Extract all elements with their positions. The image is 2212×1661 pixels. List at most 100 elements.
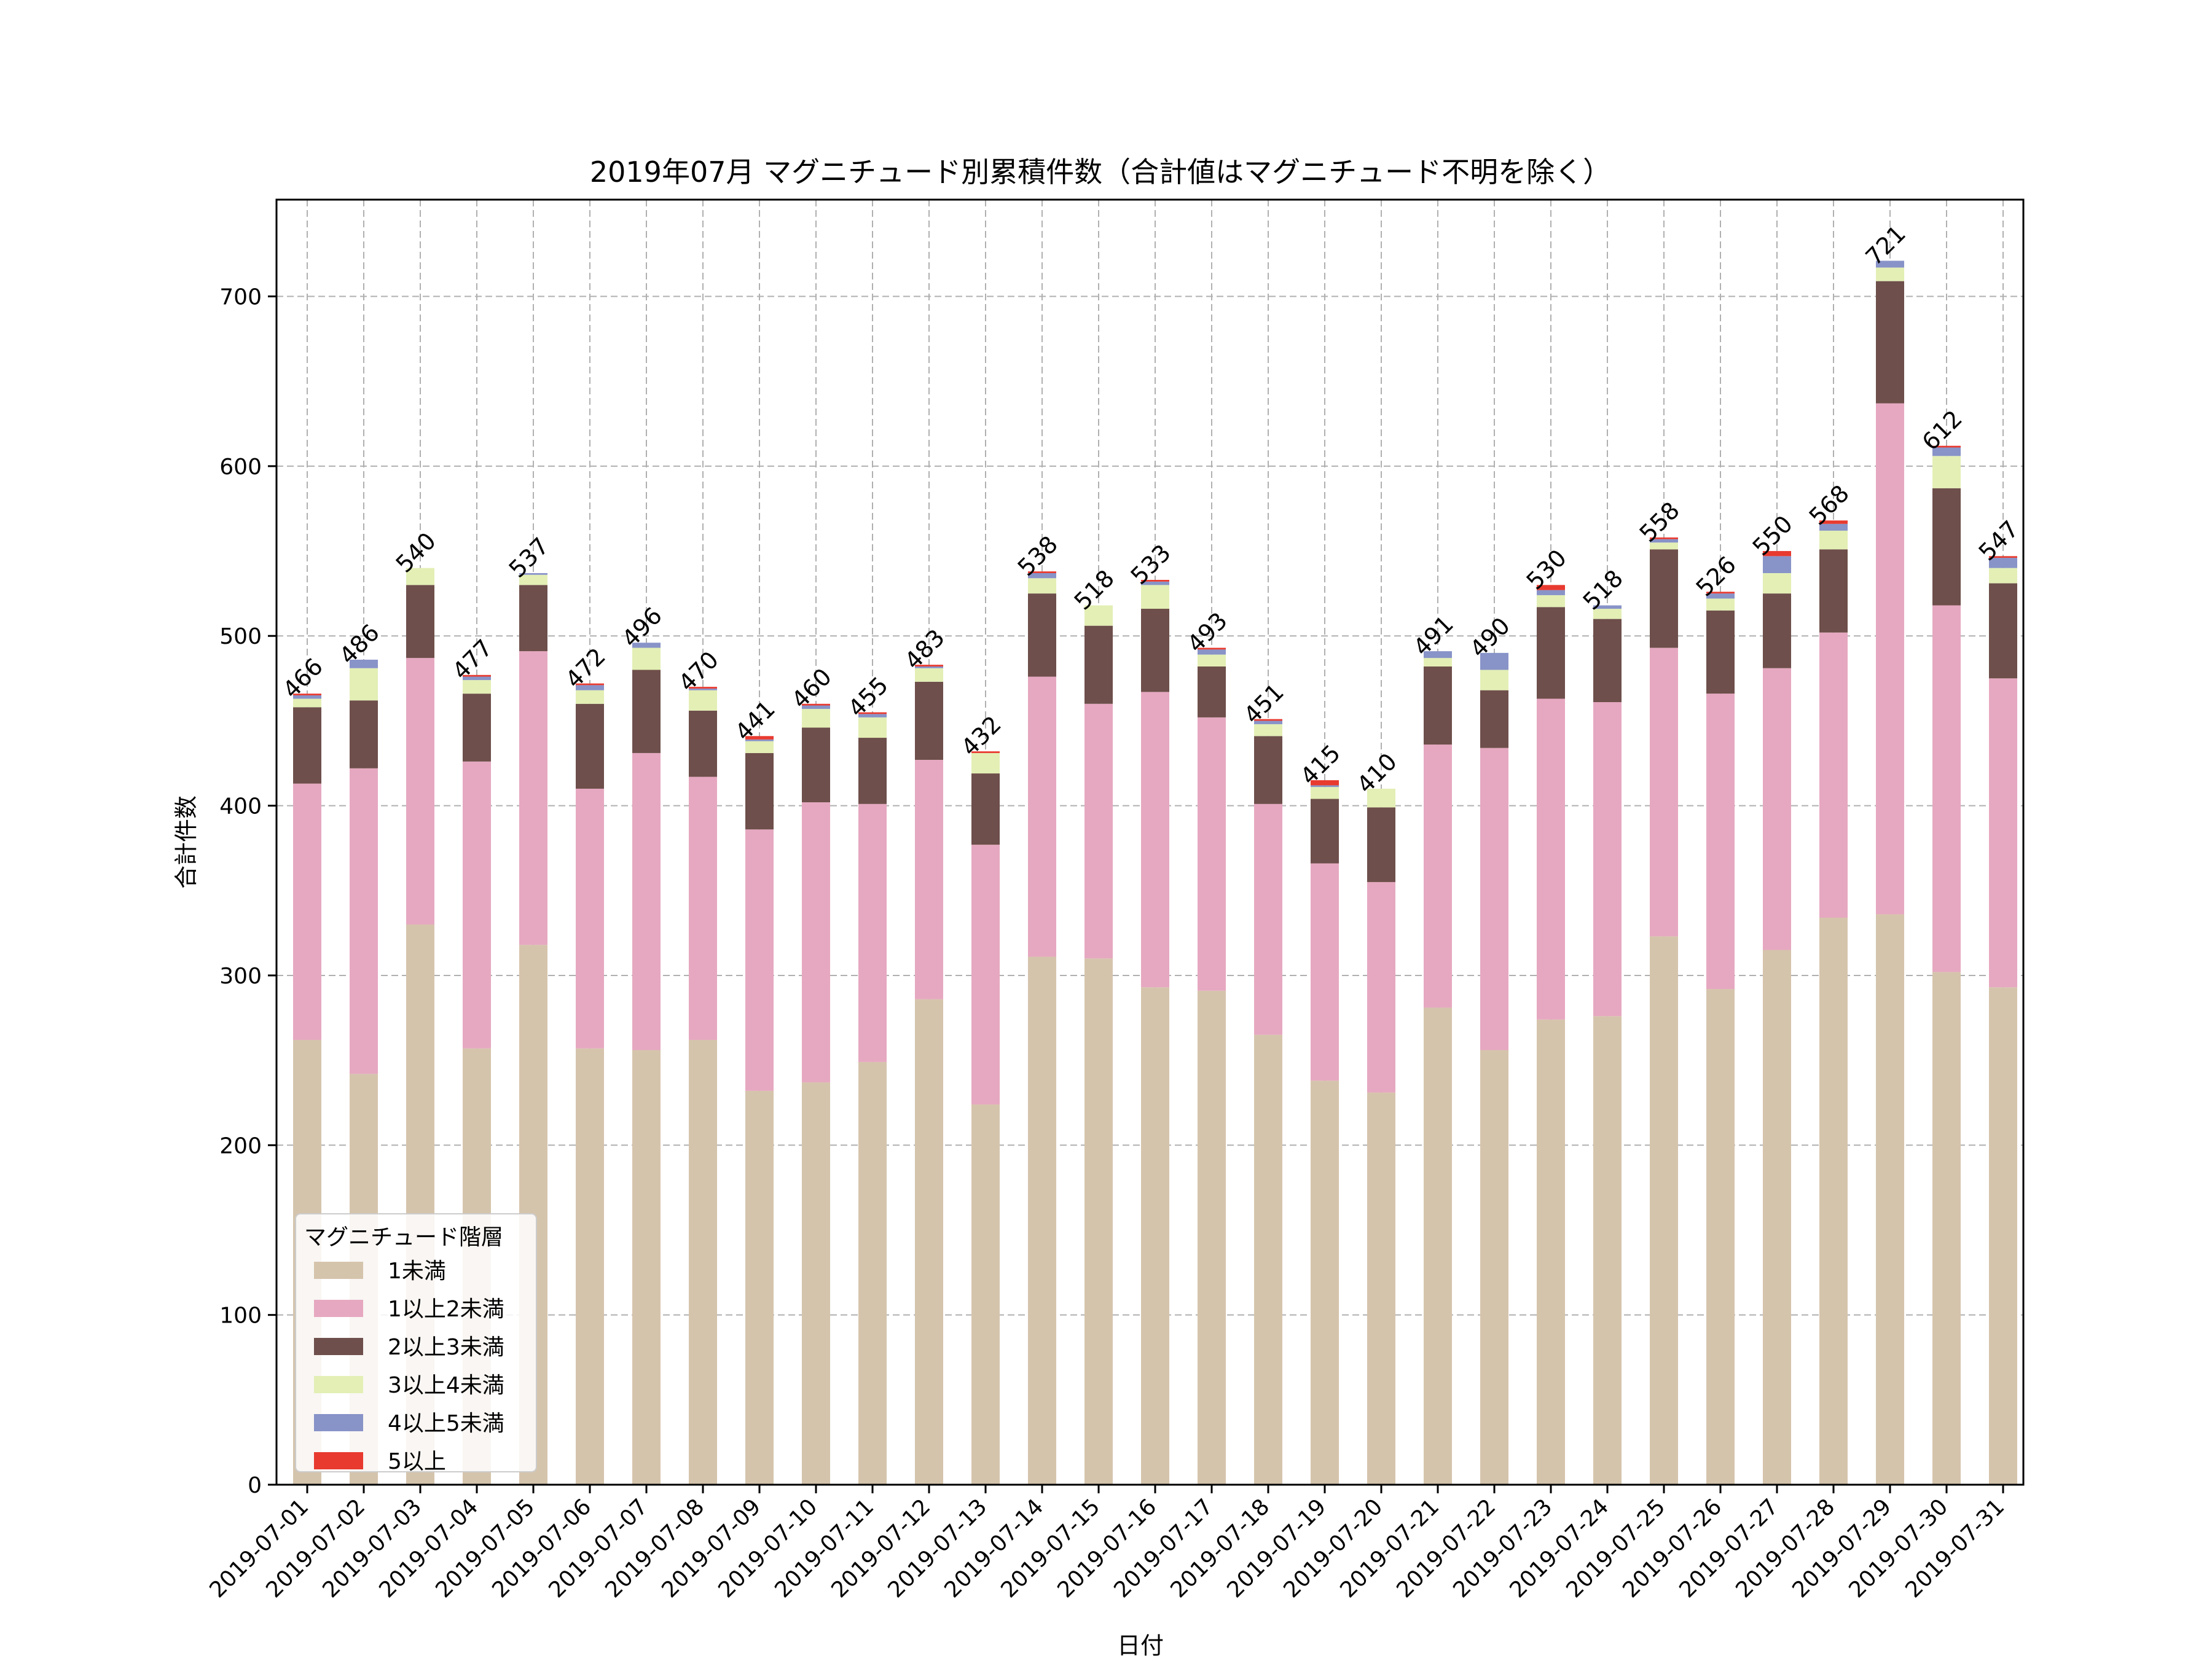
bar-segment	[1141, 987, 1169, 1485]
bar-segment	[1198, 649, 1226, 655]
bar-segment	[1819, 523, 1848, 531]
bar-segment	[1424, 658, 1452, 666]
legend-swatch	[314, 1414, 363, 1431]
bar-segment	[519, 651, 547, 945]
bar-segment	[802, 802, 830, 1083]
bar-segment	[915, 665, 943, 666]
bar-segment	[1141, 692, 1169, 988]
y-axis: 0 100 200 300 400 500 600 700	[219, 285, 276, 1498]
bar-segment	[971, 1104, 1000, 1485]
bar-segment	[1198, 647, 1226, 650]
bar-segment	[971, 751, 1000, 753]
bar-segment	[1084, 625, 1113, 704]
bar-segment	[1989, 558, 2017, 568]
bar-segment	[1537, 595, 1565, 608]
bar-segment	[1537, 585, 1565, 590]
bar-segment	[1028, 578, 1056, 594]
bar-segment	[576, 685, 604, 690]
bar-segment	[1650, 936, 1678, 1485]
bar-segment	[1367, 807, 1395, 882]
bar-segment	[689, 1039, 717, 1485]
legend: マグニチュード階層 1未満 1以上2未満 2以上3未満 3以上4未満 4以上5未満 5以上	[295, 1213, 537, 1474]
y-axis-label: 合計件数	[173, 795, 200, 889]
bar-segment	[689, 690, 717, 711]
x-axis: 2019-07-012019-07-022019-07-032019-07-04…	[205, 1485, 2009, 1603]
bar-segment	[632, 647, 661, 670]
legend-swatch	[314, 1376, 363, 1393]
bar-segment	[576, 703, 604, 789]
bar-segment	[1311, 863, 1339, 1081]
bar-segment	[1932, 605, 1961, 972]
bar-segment	[1311, 1081, 1339, 1485]
bar-segment	[858, 803, 887, 1062]
bar-segment	[802, 1082, 830, 1485]
bar-segment	[1932, 445, 1961, 448]
bar-segment	[1706, 598, 1735, 611]
bar-segment	[1198, 717, 1226, 991]
bar-segment	[1537, 1019, 1565, 1485]
bar-segment	[1254, 724, 1282, 737]
bar-segment	[1876, 403, 1904, 915]
bar-segment	[745, 736, 774, 740]
bar-segment	[1593, 609, 1622, 619]
bar-segment	[1254, 803, 1282, 1035]
bar-segment	[1480, 1050, 1508, 1485]
bar-segment	[915, 681, 943, 760]
bar-segment	[1650, 539, 1678, 543]
bar-segment	[1254, 721, 1282, 724]
bar-segment	[1706, 694, 1735, 990]
legend-entry: 5以上	[388, 1449, 446, 1474]
bar-segment	[1819, 530, 1848, 550]
bar-segment	[463, 674, 491, 677]
bar-segment	[350, 768, 378, 1074]
bar-segment	[1480, 670, 1508, 690]
bar-segment	[1198, 666, 1226, 717]
bar-segment	[1706, 989, 1735, 1485]
bar-segment	[1311, 799, 1339, 864]
bar-segment	[858, 717, 887, 738]
bar-segment	[1763, 593, 1791, 668]
x-axis-label: 日付	[1117, 1632, 1164, 1659]
bar-segment	[1141, 580, 1169, 582]
chart-title: 2019年07月 マグニチュード別累積件数（合計値はマグニチュード不明を除く）	[590, 155, 1611, 189]
bar-segment	[1763, 551, 1791, 557]
x-tick-label: 2019-07-31	[1900, 1494, 2009, 1603]
bar-segment	[1367, 881, 1395, 1093]
bar-segment	[1763, 573, 1791, 594]
bar-segment	[1819, 632, 1848, 918]
bar-segment	[1876, 267, 1904, 281]
bar-segment	[915, 759, 943, 999]
bar-segment	[1424, 1007, 1452, 1485]
bar-segment	[1932, 456, 1961, 488]
bar-segment	[463, 694, 491, 762]
bar-segment	[1141, 609, 1169, 692]
legend-swatch	[314, 1452, 363, 1469]
bar-segment	[915, 666, 943, 668]
bar-segment	[1650, 647, 1678, 937]
bar-segment	[406, 568, 434, 585]
bar-segment	[406, 658, 434, 925]
bar-segment	[350, 668, 378, 701]
bar-segment	[1932, 972, 1961, 1485]
legend-entry: 2以上3未満	[388, 1335, 504, 1360]
bar-segment	[1819, 917, 1848, 1485]
bar-segment	[1311, 785, 1339, 788]
bar-segment	[406, 585, 434, 659]
bar-segment	[858, 712, 887, 714]
y-tick-label: 600	[219, 455, 262, 480]
bar-segment	[293, 707, 321, 784]
bar-segment	[1537, 590, 1565, 595]
bar-segment	[802, 705, 830, 709]
legend-title: マグニチュード階層	[304, 1225, 503, 1250]
bar-segment	[1424, 651, 1452, 659]
bar-segment	[1876, 260, 1904, 268]
bar-segment	[293, 698, 321, 708]
bar-segment	[1989, 678, 2017, 988]
bar-segment	[1593, 1016, 1622, 1485]
y-tick-label: 700	[219, 285, 262, 310]
bar-segment	[745, 741, 774, 753]
bar-segment	[1141, 585, 1169, 609]
bar-segment	[576, 683, 604, 686]
y-tick-label: 0	[248, 1473, 262, 1498]
bar-segment	[1141, 581, 1169, 585]
